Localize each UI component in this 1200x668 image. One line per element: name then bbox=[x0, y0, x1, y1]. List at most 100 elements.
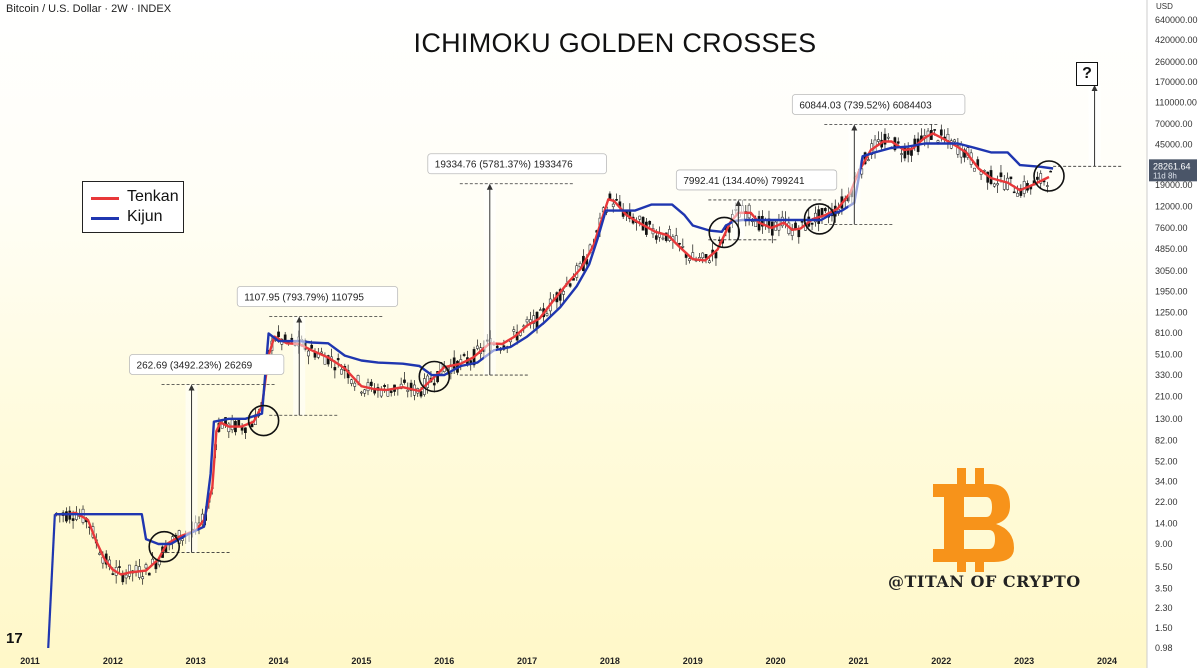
bitcoin-logo-icon bbox=[933, 468, 1014, 572]
candle-body bbox=[333, 367, 337, 371]
y-tick-label: 330.00 bbox=[1155, 370, 1183, 380]
measure-arrowhead bbox=[296, 316, 303, 323]
candle-body bbox=[956, 145, 960, 155]
candle-body bbox=[661, 237, 665, 240]
measure-label-box bbox=[236, 286, 399, 307]
legend-item-kijun: Kijun bbox=[91, 208, 181, 228]
measure-arrowhead bbox=[486, 183, 493, 190]
golden-cross-circle bbox=[148, 530, 181, 563]
candle-body bbox=[780, 216, 784, 227]
candle-body bbox=[369, 381, 373, 386]
measure-arrowhead bbox=[735, 199, 742, 206]
y-tick-label: 82.00 bbox=[1155, 435, 1178, 445]
candle-body bbox=[654, 235, 658, 240]
candle-body bbox=[326, 355, 330, 365]
candle-body bbox=[1036, 176, 1039, 180]
candle-body bbox=[389, 390, 393, 393]
y-tick-label: 130.00 bbox=[1155, 414, 1183, 424]
measure-annotation: 19334.76 (5781.37%) 1933476 bbox=[427, 153, 607, 376]
y-tick-label: 510.00 bbox=[1155, 350, 1183, 360]
candle-body bbox=[913, 138, 917, 145]
legend-label-kijun: Kijun bbox=[127, 208, 163, 225]
y-tick-label: 14.00 bbox=[1155, 518, 1178, 528]
candle-body bbox=[320, 351, 323, 354]
legend-swatch-tenkan bbox=[91, 197, 119, 200]
legend-label-tenkan: Tenkan bbox=[127, 188, 179, 205]
golden-cross-circle bbox=[247, 404, 280, 437]
candle-body bbox=[476, 345, 479, 349]
y-tick-label: 170000.00 bbox=[1155, 77, 1198, 87]
x-tick-label: 2021 bbox=[848, 656, 868, 666]
candle-body bbox=[65, 511, 68, 522]
x-tick-label: 2018 bbox=[600, 656, 620, 666]
candle-body bbox=[363, 389, 367, 394]
candle-body bbox=[538, 309, 542, 311]
candle-body bbox=[307, 350, 310, 357]
measure-annotation: 7992.41 (134.40%) 799241 bbox=[675, 169, 838, 241]
bitcoin-logo-tick bbox=[957, 468, 966, 488]
candle-body bbox=[797, 229, 801, 238]
candle-body bbox=[98, 552, 101, 555]
candle-body bbox=[1049, 170, 1053, 173]
golden-cross-circle bbox=[803, 203, 836, 235]
candle-body bbox=[876, 139, 880, 142]
x-tick-label: 2014 bbox=[269, 656, 289, 666]
candle-body bbox=[704, 254, 708, 259]
candle-body bbox=[360, 391, 363, 394]
candle-body bbox=[283, 334, 287, 341]
y-tick-label: 34.00 bbox=[1155, 477, 1178, 487]
candle-body bbox=[939, 129, 943, 136]
legend-swatch-kijun bbox=[91, 217, 119, 220]
candle-body bbox=[227, 423, 231, 433]
candle-body bbox=[237, 419, 241, 426]
golden-cross-circle bbox=[708, 216, 741, 249]
y-tick-label: 3.50 bbox=[1155, 583, 1173, 593]
candle-body bbox=[688, 258, 691, 261]
candle-body bbox=[469, 360, 473, 364]
measure-label-box bbox=[791, 94, 966, 115]
measure-label-box bbox=[675, 169, 838, 191]
candle-body bbox=[648, 220, 652, 225]
candle-body bbox=[896, 141, 900, 144]
candle-body bbox=[933, 129, 937, 131]
candle-body bbox=[1009, 176, 1013, 180]
watermark-text: @TITAN OF CRYPTO bbox=[888, 572, 1081, 591]
measure-label: 7992.41 (134.40%) 799241 bbox=[683, 176, 805, 187]
candle-body bbox=[906, 147, 910, 155]
candle-body bbox=[761, 215, 764, 227]
x-tick-label: 2011 bbox=[20, 656, 40, 666]
x-tick-label: 2023 bbox=[1014, 656, 1034, 666]
last-price-label: 28261.64 bbox=[1153, 161, 1191, 171]
x-tick-label: 2015 bbox=[351, 656, 371, 666]
candle-body bbox=[403, 379, 406, 383]
candle-body bbox=[230, 419, 234, 431]
candle-body bbox=[707, 260, 711, 263]
candle-body bbox=[525, 319, 529, 323]
tradingview-logo[interactable]: 17 bbox=[6, 630, 23, 647]
measure-label-box bbox=[129, 354, 285, 375]
candle-body bbox=[436, 371, 439, 383]
y-tick-label: 1950.00 bbox=[1155, 287, 1188, 297]
candle-body bbox=[823, 208, 827, 212]
legend-item-tenkan: Tenkan bbox=[91, 188, 181, 208]
candle-body bbox=[886, 136, 890, 139]
x-tick-label: 2012 bbox=[103, 656, 123, 666]
question-mark-box: ? bbox=[1076, 62, 1098, 86]
candle-body bbox=[1016, 192, 1019, 197]
candle-body bbox=[406, 389, 410, 392]
candle-body bbox=[963, 149, 966, 158]
measure-annotation: 1107.95 (793.79%) 110795 bbox=[236, 286, 399, 416]
measure-label: 262.69 (3492.23%) 26269 bbox=[137, 360, 253, 371]
candle-body bbox=[568, 283, 572, 287]
countdown-label: 11d 8h bbox=[1153, 171, 1177, 180]
measure-annotation: 262.69 (3492.23%) 26269 bbox=[129, 354, 285, 553]
x-tick-label: 2020 bbox=[766, 656, 786, 666]
candle-body bbox=[128, 564, 131, 577]
candle-body bbox=[277, 331, 280, 338]
legend: Tenkan Kijun bbox=[82, 181, 184, 233]
candle-body bbox=[999, 172, 1003, 177]
candle-body bbox=[353, 382, 357, 387]
candle-body bbox=[992, 183, 996, 187]
